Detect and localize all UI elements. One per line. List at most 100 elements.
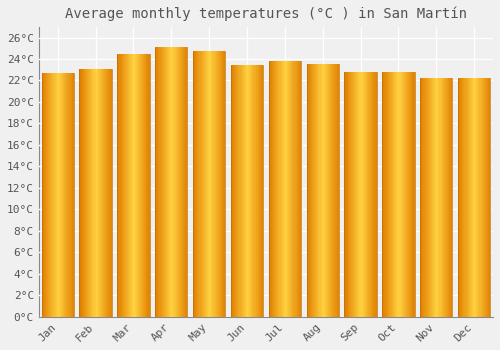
Bar [285, 61, 286, 317]
Bar [442, 78, 444, 317]
Bar [461, 78, 462, 317]
Bar [392, 72, 393, 317]
Bar [488, 78, 489, 317]
Bar [240, 65, 242, 317]
Bar [273, 61, 274, 317]
Bar [98, 69, 99, 317]
Bar [464, 78, 466, 317]
Bar [388, 72, 389, 317]
Bar [438, 78, 440, 317]
Bar [421, 78, 422, 317]
Bar [60, 73, 61, 317]
Bar [271, 61, 272, 317]
Bar [141, 54, 142, 317]
Bar [352, 72, 353, 317]
Bar [224, 51, 225, 317]
Bar [485, 78, 486, 317]
Bar [296, 61, 298, 317]
Bar [64, 73, 66, 317]
Bar [134, 54, 136, 317]
Bar [286, 61, 287, 317]
Bar [366, 72, 367, 317]
Bar [70, 73, 72, 317]
Bar [260, 65, 261, 317]
Bar [209, 51, 210, 317]
Bar [68, 73, 70, 317]
Bar [471, 78, 472, 317]
Bar [349, 72, 350, 317]
Bar [294, 61, 296, 317]
Bar [338, 64, 339, 317]
Bar [404, 72, 405, 317]
Bar [482, 78, 484, 317]
Bar [460, 78, 462, 317]
Bar [247, 65, 248, 317]
Bar [242, 65, 244, 317]
Bar [155, 47, 156, 317]
Bar [315, 64, 316, 317]
Bar [298, 61, 299, 317]
Title: Average monthly temperatures (°C ) in San Martín: Average monthly temperatures (°C ) in Sa… [65, 7, 467, 21]
Bar [288, 61, 289, 317]
Bar [106, 69, 108, 317]
Bar [434, 78, 435, 317]
Bar [89, 69, 90, 317]
Bar [448, 78, 449, 317]
Bar [168, 47, 169, 317]
Bar [88, 69, 89, 317]
Bar [42, 73, 44, 317]
Bar [428, 78, 429, 317]
Bar [129, 54, 130, 317]
Bar [312, 64, 313, 317]
Bar [433, 78, 434, 317]
Bar [110, 69, 112, 317]
Bar [139, 54, 140, 317]
Bar [351, 72, 352, 317]
Bar [92, 69, 94, 317]
Bar [389, 72, 390, 317]
Bar [292, 61, 294, 317]
Bar [390, 72, 391, 317]
Bar [369, 72, 370, 317]
Bar [256, 65, 258, 317]
Bar [473, 78, 474, 317]
Bar [118, 54, 120, 317]
Bar [124, 54, 125, 317]
Bar [432, 78, 433, 317]
Bar [269, 61, 270, 317]
Bar [214, 51, 216, 317]
Bar [393, 72, 394, 317]
Bar [127, 54, 128, 317]
Bar [466, 78, 468, 317]
Bar [289, 61, 290, 317]
Bar [462, 78, 464, 317]
Bar [259, 65, 260, 317]
Bar [367, 72, 368, 317]
Bar [65, 73, 66, 317]
Bar [459, 78, 460, 317]
Bar [105, 69, 106, 317]
Bar [326, 64, 327, 317]
Bar [144, 54, 145, 317]
Bar [445, 78, 446, 317]
Bar [336, 64, 338, 317]
Bar [272, 61, 273, 317]
Bar [328, 64, 329, 317]
Bar [80, 69, 82, 317]
Bar [480, 78, 482, 317]
Bar [252, 65, 254, 317]
Bar [353, 72, 354, 317]
Bar [324, 64, 325, 317]
Bar [125, 54, 126, 317]
Bar [407, 72, 408, 317]
Bar [458, 78, 459, 317]
Bar [406, 72, 407, 317]
Bar [408, 72, 409, 317]
Bar [94, 69, 96, 317]
Bar [46, 73, 47, 317]
Bar [170, 47, 172, 317]
Bar [148, 54, 150, 317]
Bar [66, 73, 68, 317]
Bar [384, 72, 386, 317]
Bar [49, 73, 50, 317]
